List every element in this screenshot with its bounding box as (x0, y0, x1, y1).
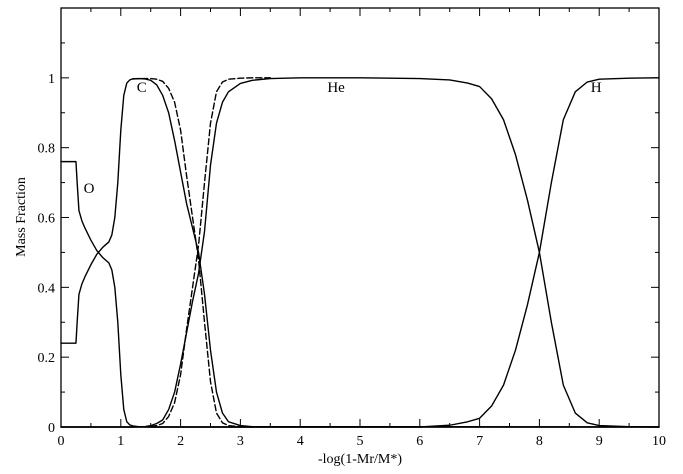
series-line-1 (60, 160, 660, 428)
annotation-he: He (327, 80, 345, 96)
y-tick-label: 0.2 (38, 351, 56, 366)
y-tick-label: 0.6 (38, 212, 56, 227)
y-tick-label: 0.8 (38, 142, 56, 157)
annotation-c: C (137, 80, 147, 96)
x-tick-label: 9 (596, 434, 603, 449)
y-tick-label: 0 (48, 421, 55, 436)
plot-frame (60, 7, 660, 428)
x-axis-title: -log(1-Mr/M*) (318, 452, 402, 467)
x-tick-label: 6 (416, 434, 423, 449)
x-tick-label: 1 (117, 434, 124, 449)
x-tick-label: 5 (357, 434, 364, 449)
axis-tick-labels: 0 1 2 3 4 5 6 7 8 9 10 0 0.2 0.4 0.6 0.8 1 (38, 72, 667, 449)
x-tick-label: 0 (58, 434, 65, 449)
curve-annotations: O C He H (84, 80, 602, 197)
y-tick-label: 0.4 (38, 281, 56, 296)
x-tick-label: 7 (476, 434, 483, 449)
x-tick-label: 2 (177, 434, 184, 449)
x-tick-label: 8 (536, 434, 543, 449)
x-tick-label: 4 (297, 434, 304, 449)
axis-ticks (60, 7, 660, 428)
plot-series (60, 77, 660, 428)
y-axis-title: Mass Fraction (14, 177, 29, 257)
annotation-h: H (591, 80, 602, 96)
series-line-6-dashed (150, 77, 271, 427)
series-line-3 (60, 77, 660, 428)
x-tick-label: 3 (237, 434, 244, 449)
series-line-5-dashed (132, 77, 254, 428)
series-line-4 (60, 77, 660, 428)
annotation-o: O (84, 181, 95, 197)
y-tick-label: 1 (48, 72, 55, 87)
series-line-2 (60, 77, 660, 428)
x-tick-label: 10 (652, 434, 666, 449)
